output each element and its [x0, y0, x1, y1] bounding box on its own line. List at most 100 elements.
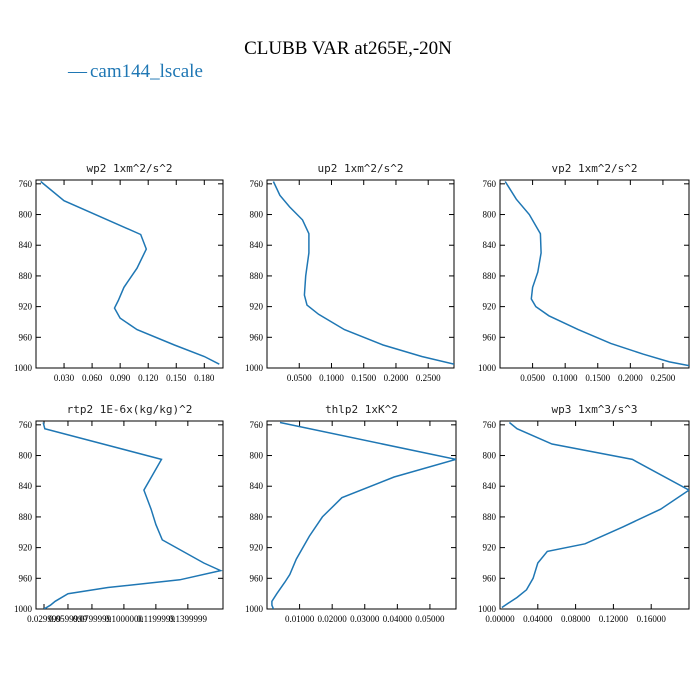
y-tick-label: 840: [250, 481, 264, 491]
x-tick-label: 0.05000: [415, 614, 445, 624]
legend: — cam144_lscale: [67, 61, 203, 82]
y-tick-label: 840: [483, 481, 497, 491]
x-tick-label: 0.0799999: [73, 614, 112, 624]
series-line: [271, 421, 456, 609]
y-tick-label: 760: [483, 179, 497, 189]
y-tick-label: 760: [19, 179, 33, 189]
x-tick-label: 0.04000: [523, 614, 553, 624]
x-tick-label: 0.01000: [285, 614, 315, 624]
y-tick-label: 920: [19, 302, 33, 312]
x-tick-label: 0.2000: [618, 373, 643, 383]
x-tick-label: 0.16000: [637, 614, 667, 624]
chart-title: CLUBB VAR at265E,-20N: [244, 38, 452, 59]
y-tick-label: 1000: [478, 604, 497, 614]
y-tick-label: 840: [19, 240, 33, 250]
x-tick-label: 0.2000: [384, 373, 409, 383]
x-tick-label: 0.150: [166, 373, 187, 383]
x-tick-label: 0.029999: [27, 614, 61, 624]
y-tick-label: 920: [250, 302, 264, 312]
y-tick-label: 920: [483, 302, 497, 312]
y-tick-label: 960: [483, 573, 497, 583]
y-tick-label: 960: [483, 332, 497, 342]
x-tick-label: 0.0500: [287, 373, 312, 383]
x-tick-label: 0.1000: [319, 373, 344, 383]
y-tick-label: 880: [483, 271, 497, 281]
panel-title: thlp2 1xK^2: [325, 403, 398, 416]
y-tick-label: 1000: [245, 604, 264, 614]
y-tick-label: 920: [483, 543, 497, 553]
panel-4: rtp2 1E-6x(kg/kg)^2 760 800 840 880 920 960 100…: [14, 403, 224, 624]
y-tick-label: 760: [250, 420, 264, 430]
plot-frame: [499, 179, 690, 369]
series-line: [272, 181, 454, 365]
legend-symbol: —: [67, 61, 88, 82]
y-tick-label: 960: [250, 332, 264, 342]
panel-title: wp2 1xm^2/s^2: [86, 162, 172, 175]
x-tick-label: 0.060: [82, 373, 103, 383]
x-tick-label: 0.1000: [553, 373, 578, 383]
x-tick-label: 0.1500: [351, 373, 376, 383]
y-tick-label: 800: [250, 451, 264, 461]
y-tick-label: 1000: [14, 604, 33, 614]
y-tick-label: 800: [483, 210, 497, 220]
panel-2: up2 1xm^2/s^2 760 800 840 880 920 960 1000 0.050…: [245, 162, 455, 383]
series-line: [42, 422, 223, 609]
chart-panels: wp2 1xm^2/s^2 760 800 840 880 920 960 1000 0.030…: [14, 162, 690, 624]
x-tick-label: 0.04000: [383, 614, 413, 624]
x-tick-label: 0.02000: [318, 614, 348, 624]
panel-6: wp3 1xm^3/s^3 760 800 840 880 920 960 10000.000…: [478, 403, 690, 624]
x-tick-label: 0.2500: [416, 373, 441, 383]
x-tick-label: 0.090: [110, 373, 131, 383]
y-tick-label: 880: [19, 512, 33, 522]
y-tick-label: 800: [19, 451, 33, 461]
y-tick-label: 800: [250, 210, 264, 220]
x-tick-label: 0.180: [194, 373, 215, 383]
y-tick-label: 760: [250, 179, 264, 189]
plot-frame: [266, 179, 455, 369]
y-tick-label: 1000: [245, 363, 264, 373]
y-tick-label: 1000: [14, 363, 33, 373]
x-tick-label: 0.00000: [485, 614, 515, 624]
y-tick-label: 840: [250, 240, 264, 250]
panel-title: vp2 1xm^2/s^2: [551, 162, 637, 175]
x-tick-label: 0.1199999: [137, 614, 175, 624]
series-line: [40, 180, 220, 365]
panel-title: rtp2 1E-6x(kg/kg)^2: [67, 403, 193, 416]
legend-label: cam144_lscale: [90, 61, 203, 82]
panel-5: thlp2 1xK^2 760 800 840 880 920 960 1000 0.01000…: [245, 403, 457, 624]
y-tick-label: 760: [19, 420, 33, 430]
panel-title: up2 1xm^2/s^2: [317, 162, 403, 175]
x-tick-label: 0.2500: [651, 373, 676, 383]
y-tick-label: 840: [19, 481, 33, 491]
y-tick-label: 1000: [478, 363, 497, 373]
y-tick-label: 760: [483, 420, 497, 430]
y-tick-label: 920: [19, 543, 33, 553]
x-tick-label: 0.03000: [350, 614, 380, 624]
series-line: [501, 421, 689, 609]
y-tick-label: 800: [19, 210, 33, 220]
y-tick-label: 840: [483, 240, 497, 250]
x-tick-label: 0.0599999: [49, 614, 88, 624]
plot-frame: [266, 420, 457, 610]
y-tick-label: 800: [483, 451, 497, 461]
x-tick-label: 0.1500: [585, 373, 610, 383]
panel-title: wp3 1xm^3/s^3: [551, 403, 637, 416]
x-tick-label: 0.030: [54, 373, 75, 383]
x-tick-label: 0.1399999: [169, 614, 208, 624]
y-tick-label: 880: [250, 271, 264, 281]
y-tick-label: 880: [19, 271, 33, 281]
x-tick-label: 0.12000: [599, 614, 629, 624]
plot-frame: [35, 420, 224, 610]
y-tick-label: 960: [19, 332, 33, 342]
plot-frame: [499, 420, 690, 610]
x-tick-label: 0.0500: [520, 373, 545, 383]
x-tick-label: 0.120: [138, 373, 159, 383]
plot-frame: [35, 179, 224, 369]
panel-1: wp2 1xm^2/s^2 760 800 840 880 920 960 1000 0.030…: [14, 162, 224, 383]
y-tick-label: 880: [483, 512, 497, 522]
y-tick-label: 920: [250, 543, 264, 553]
y-tick-label: 960: [250, 573, 264, 583]
series-line: [504, 181, 689, 367]
y-tick-label: 960: [19, 573, 33, 583]
